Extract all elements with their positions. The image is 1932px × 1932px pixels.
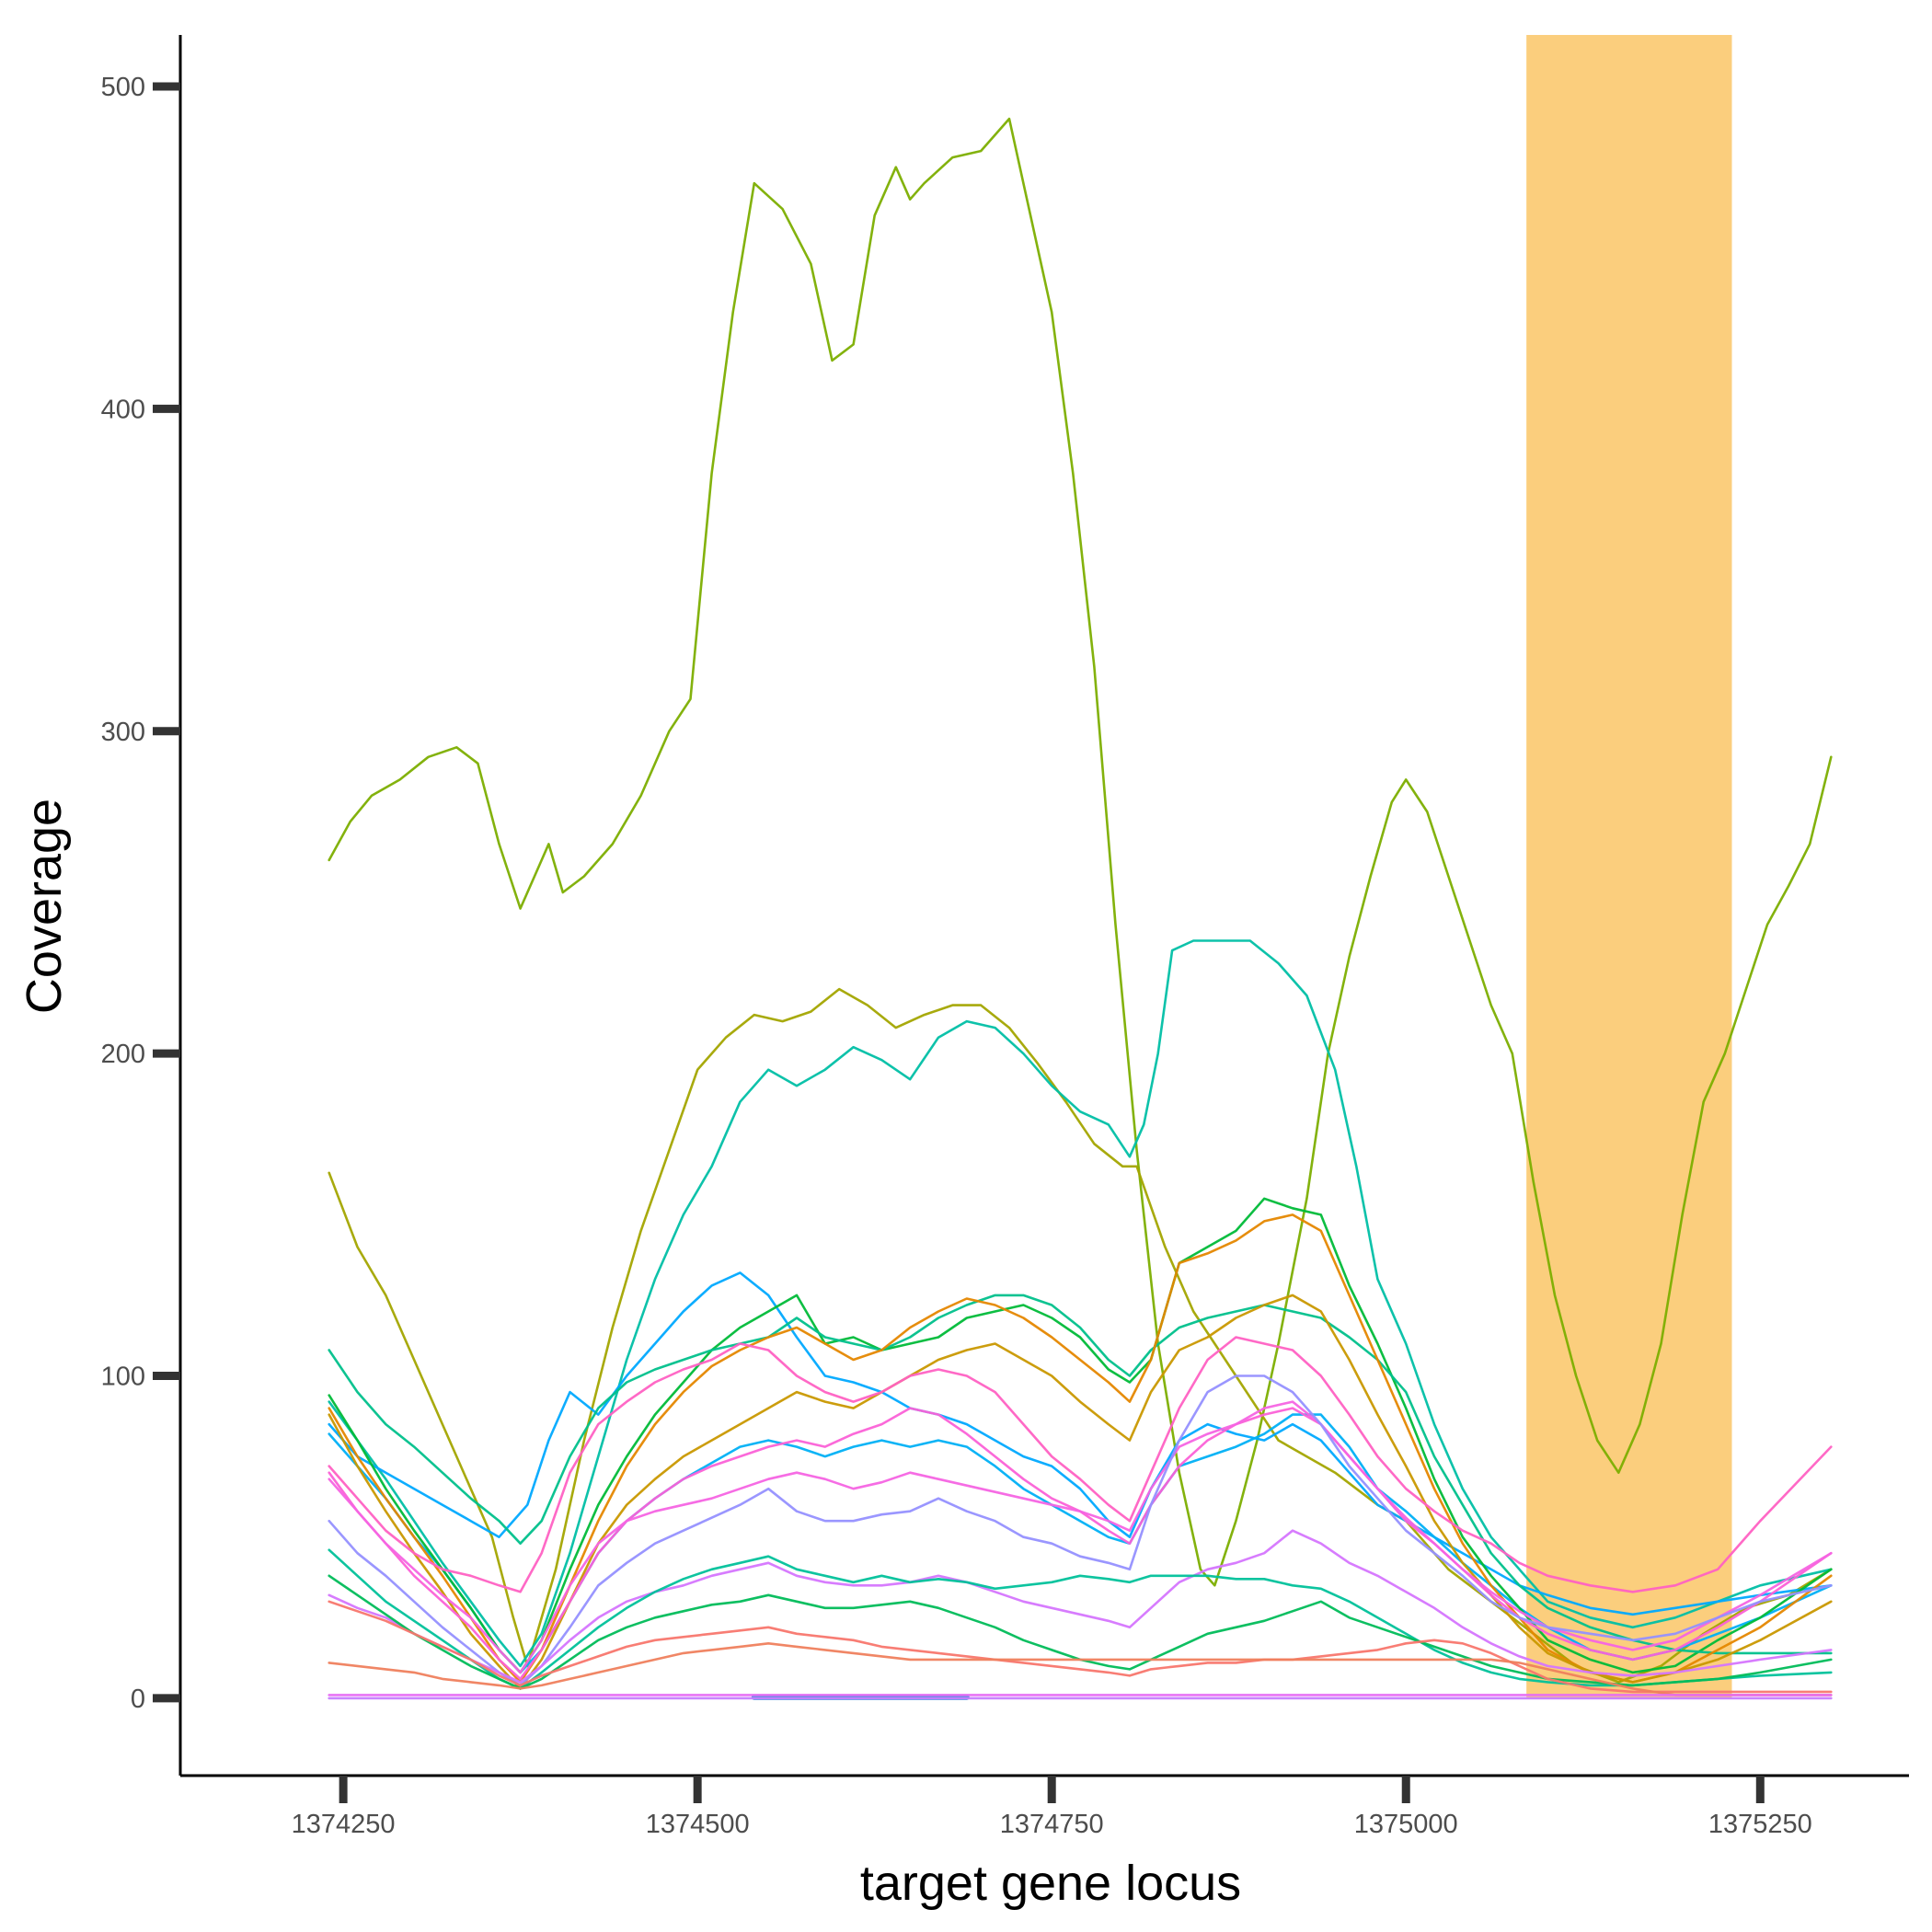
- series-line-18: [328, 1642, 1833, 1696]
- series-line-11: [328, 1407, 1833, 1681]
- x-tick-label: 1375250: [1708, 1810, 1812, 1839]
- series-line-14: [328, 1529, 1833, 1684]
- x-tick-label: 1374250: [292, 1810, 396, 1839]
- series-layer: [328, 117, 1833, 1700]
- x-tick-label: 1374500: [646, 1810, 750, 1839]
- y-tick-label: 200: [101, 1040, 145, 1069]
- series-line-10: [328, 1336, 1833, 1593]
- series-line-1: [328, 117, 1833, 1587]
- series-line-6: [328, 1197, 1833, 1674]
- y-tick-label: 0: [131, 1685, 145, 1714]
- y-tick-label: 500: [101, 73, 145, 102]
- series-line-3: [328, 939, 1833, 1668]
- y-tick-label: 300: [101, 718, 145, 747]
- series-line-7: [328, 1294, 1833, 1655]
- x-tick-label: 1375000: [1354, 1810, 1458, 1839]
- series-line-8: [328, 1213, 1833, 1684]
- series-line-17: [328, 1600, 1833, 1694]
- tick-layer: 1374250 1374500 1374750 1375000 1375250 0 100 2…: [101, 73, 1812, 1839]
- x-axis-title: target gene locus: [860, 1856, 1241, 1911]
- y-axis-title: Coverage: [17, 799, 72, 1014]
- x-tick-label: 1374750: [1000, 1810, 1104, 1839]
- series-line-15: [328, 1548, 1833, 1690]
- highlight-region-layer: [1526, 35, 1732, 1698]
- series-line-13: [328, 1374, 1833, 1687]
- series-line-12: [328, 1400, 1833, 1674]
- y-tick-label: 400: [101, 395, 145, 424]
- axes: [178, 35, 1909, 1777]
- highlight-region: [1526, 35, 1732, 1698]
- y-tick-label: 100: [101, 1363, 145, 1392]
